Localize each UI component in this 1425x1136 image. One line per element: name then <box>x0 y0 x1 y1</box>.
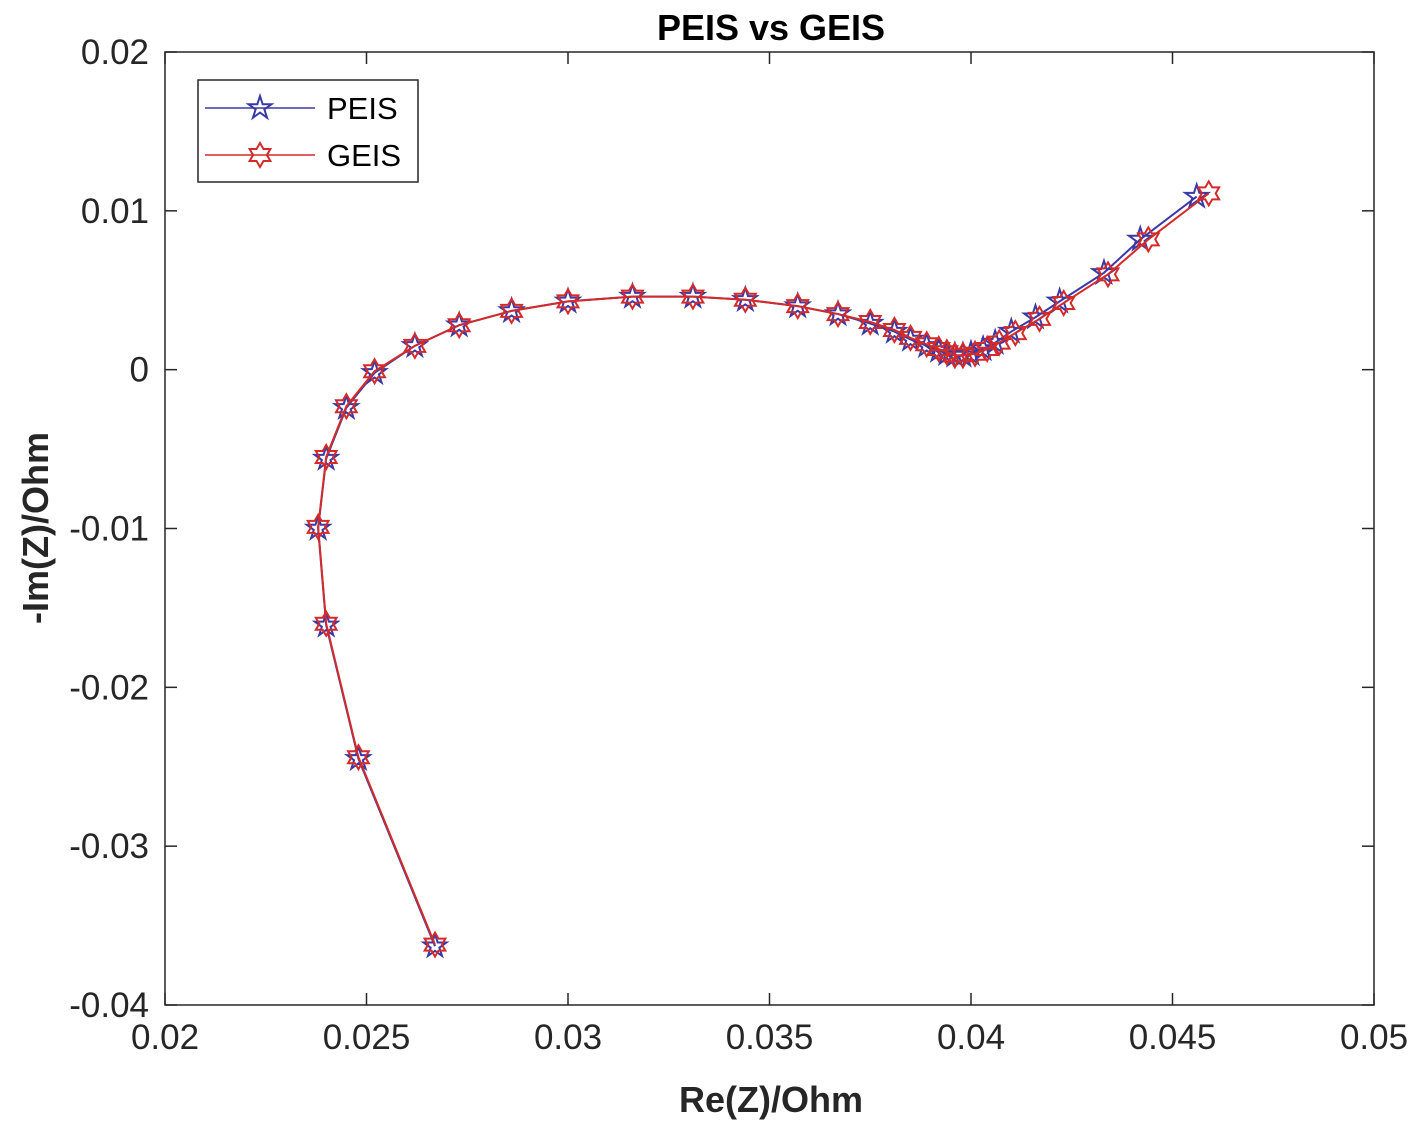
data-point-geis <box>1136 225 1161 254</box>
data-point-geis <box>1027 304 1052 333</box>
data-point-geis <box>620 282 645 311</box>
data-point-geis <box>362 357 387 386</box>
legend-box <box>197 79 419 183</box>
legend-marker-geis <box>247 140 273 170</box>
data-point-geis <box>447 311 472 340</box>
data-point-geis <box>555 287 581 316</box>
chart-title: PEIS vs GEIS <box>657 7 885 48</box>
plot-area <box>164 51 1375 1006</box>
data-point-geis <box>306 512 331 541</box>
data-point-peis <box>1182 181 1212 209</box>
x-tick-label: 0.025 <box>323 1018 411 1057</box>
y-axis-title: -Im(Z)/Ohm <box>15 432 56 624</box>
x-tick-label: 0.05 <box>1340 1018 1408 1057</box>
y-tick-label: -0.01 <box>69 510 149 549</box>
data-point-geis <box>898 323 923 352</box>
y-tick-label: -0.02 <box>69 668 149 707</box>
data-point-peis <box>1125 224 1155 252</box>
legend-marker-shape-geis <box>247 140 273 170</box>
data-point-geis <box>733 285 758 314</box>
data-point-geis <box>950 341 976 370</box>
legend-label-geis: GEIS <box>327 138 401 173</box>
data-point-geis <box>858 308 883 337</box>
data-point-geis <box>1003 319 1028 348</box>
data-point-geis <box>314 609 339 638</box>
y-tick-label: -0.04 <box>69 986 149 1025</box>
x-tick-label: 0.035 <box>726 1018 814 1057</box>
data-point-geis <box>825 300 851 329</box>
x-tick-label: 0.02 <box>131 1018 199 1057</box>
legend: PEIS GEIS <box>197 79 419 183</box>
y-tick-label: 0.02 <box>81 33 149 72</box>
data-point-geis <box>422 930 448 959</box>
legend-marker-shape-peis <box>245 92 275 121</box>
data-point-geis <box>1095 260 1121 289</box>
data-series <box>303 179 1221 959</box>
data-point-geis <box>974 335 1000 364</box>
data-point-geis <box>334 392 359 421</box>
x-tick-label: 0.04 <box>937 1018 1005 1057</box>
data-point-geis <box>314 443 339 472</box>
x-tick-label: 0.045 <box>1129 1018 1217 1057</box>
x-axis-title: Re(Z)/Ohm <box>679 1079 863 1120</box>
data-point-geis <box>402 331 427 360</box>
x-tick-label: 0.03 <box>534 1018 602 1057</box>
data-point-geis <box>680 282 706 311</box>
data-point-geis <box>785 292 810 321</box>
y-tick-label: -0.03 <box>69 827 149 866</box>
data-point-geis <box>1051 288 1076 317</box>
y-tick-label: 0 <box>130 351 149 390</box>
data-point-geis <box>346 743 371 772</box>
legend-label-peis: PEIS <box>327 91 398 126</box>
legend-marker-peis <box>245 92 275 121</box>
data-point-geis <box>1196 179 1221 208</box>
series-geis <box>306 179 1221 959</box>
axis-ticks <box>164 51 1375 1006</box>
data-point-geis <box>987 328 1012 357</box>
y-tick-label: 0.01 <box>81 192 149 231</box>
axis-tick-labels: 0.02 0.025 0.03 0.035 0.04 0.045 0.05 -0.04 -0.0… <box>69 33 1408 1057</box>
data-point-geis <box>499 296 524 325</box>
data-point-geis <box>882 315 907 344</box>
data-point-geis <box>962 339 988 368</box>
